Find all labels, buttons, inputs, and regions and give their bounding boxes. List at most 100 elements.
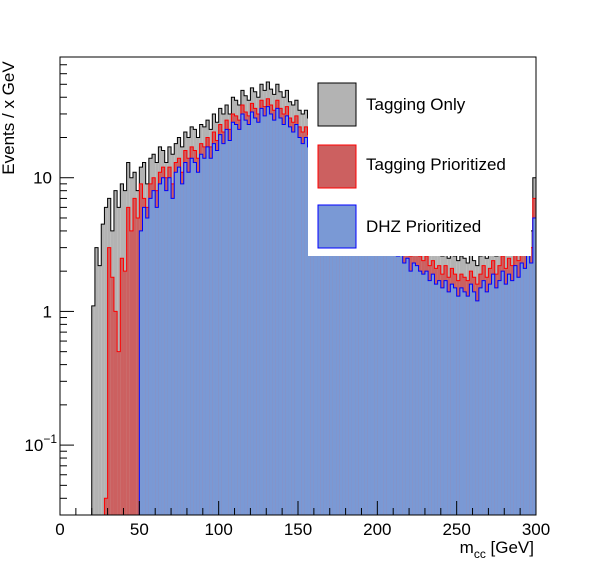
- bar: [117, 351, 121, 515]
- bar: [326, 177, 330, 515]
- bar: [466, 296, 470, 515]
- bar: [148, 198, 153, 515]
- legend-label: Tagging Prioritized: [366, 155, 506, 174]
- bar: [348, 198, 352, 515]
- bar: [304, 137, 308, 515]
- bar: [475, 300, 479, 515]
- bar: [266, 106, 270, 515]
- bar: [285, 115, 289, 515]
- bar: [472, 291, 476, 515]
- bar: [491, 274, 495, 515]
- bar: [313, 154, 318, 515]
- bar: [317, 158, 321, 515]
- bar: [152, 190, 156, 515]
- bar: [437, 280, 441, 515]
- bar: [428, 280, 432, 515]
- bar: [488, 284, 492, 515]
- bar: [167, 177, 172, 515]
- bar: [132, 198, 137, 515]
- bar: [447, 291, 451, 515]
- bar: [478, 287, 483, 515]
- x-tick-label: 150: [284, 520, 312, 539]
- bar: [383, 245, 387, 515]
- bar: [180, 183, 184, 515]
- bar: [431, 274, 435, 515]
- legend: Tagging Only Tagging Prioritized DHZ Prior…: [308, 70, 531, 256]
- bar: [278, 117, 283, 515]
- bar: [142, 207, 146, 515]
- bar: [520, 263, 524, 515]
- bar: [399, 251, 403, 515]
- bar: [190, 158, 194, 515]
- bar: [364, 224, 368, 515]
- bar: [415, 265, 419, 515]
- bar: [396, 255, 400, 515]
- x-tick-label: 50: [130, 520, 149, 539]
- bar: [510, 280, 514, 515]
- bar: [250, 112, 254, 515]
- bar: [244, 120, 248, 515]
- bar: [240, 113, 245, 515]
- bar: [174, 172, 178, 515]
- bar: [367, 220, 371, 515]
- bar: [101, 224, 105, 515]
- bar: [209, 158, 213, 515]
- bar: [390, 251, 394, 515]
- bar: [320, 162, 324, 515]
- bar: [494, 287, 498, 515]
- bar: [332, 180, 337, 515]
- bar: [196, 172, 200, 515]
- bar: [329, 172, 333, 515]
- x-tick-label: 250: [442, 520, 470, 539]
- bar: [94, 247, 99, 515]
- bar: [516, 277, 521, 515]
- legend-swatch: [317, 204, 357, 249]
- bar: [199, 154, 203, 515]
- bar: [247, 124, 251, 515]
- bar: [523, 268, 527, 515]
- bar: [377, 235, 381, 515]
- bar: [253, 117, 257, 515]
- bar: [339, 190, 343, 515]
- bar: [113, 311, 118, 515]
- bar: [529, 263, 533, 515]
- bar: [370, 230, 375, 515]
- bar: [424, 271, 429, 515]
- bar: [291, 131, 295, 515]
- x-tick-label: 100: [204, 520, 232, 539]
- bar: [263, 115, 267, 515]
- bar: [288, 126, 292, 515]
- bar: [504, 284, 508, 515]
- x-tick-label: 300: [522, 520, 550, 539]
- bar: [336, 183, 340, 515]
- bar: [409, 271, 413, 515]
- bar: [393, 247, 397, 515]
- bar: [231, 122, 235, 515]
- histogram-bars: [91, 81, 536, 515]
- y-tick-label: 10: [33, 169, 52, 188]
- legend-label: Tagging Only: [366, 95, 466, 114]
- bar: [110, 277, 114, 515]
- bar: [351, 202, 356, 515]
- bar: [177, 167, 181, 515]
- x-tick-label: 200: [363, 520, 391, 539]
- bar: [310, 154, 314, 515]
- bar: [507, 274, 511, 515]
- bar: [434, 284, 438, 515]
- bar: [98, 265, 102, 515]
- series-3: [138, 106, 536, 515]
- bar: [405, 258, 410, 515]
- bar: [294, 124, 298, 515]
- x-tick-label: 0: [55, 520, 64, 539]
- bar: [421, 274, 425, 515]
- x-axis-title: mcc [GeV]: [460, 538, 534, 561]
- bar: [532, 217, 536, 515]
- bar: [139, 230, 143, 515]
- bar: [269, 113, 273, 515]
- bar: [104, 498, 108, 515]
- bar: [225, 129, 229, 515]
- bar: [129, 230, 133, 515]
- bar: [183, 162, 187, 515]
- bar: [450, 284, 454, 515]
